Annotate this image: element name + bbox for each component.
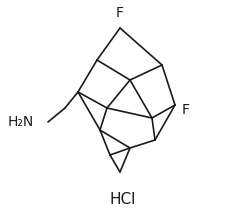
Text: F: F (116, 6, 124, 20)
Text: F: F (182, 103, 190, 117)
Text: HCl: HCl (110, 192, 136, 207)
Text: H₂N: H₂N (8, 115, 34, 129)
